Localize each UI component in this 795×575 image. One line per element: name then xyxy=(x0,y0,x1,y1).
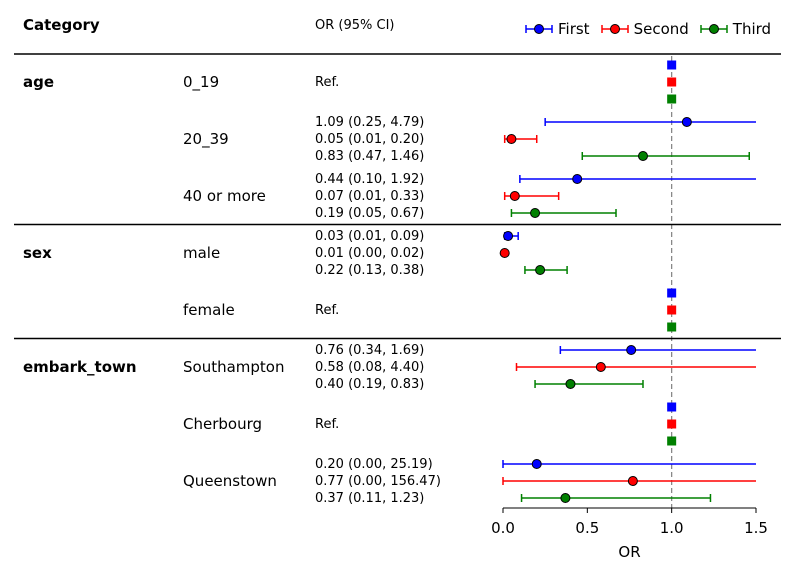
level-label: male xyxy=(183,244,221,262)
category-label: age xyxy=(23,73,55,91)
x-tick-label: 0.5 xyxy=(575,519,600,537)
x-tick-label: 1.5 xyxy=(744,519,768,537)
ref-marker xyxy=(667,288,677,298)
ref-marker xyxy=(667,419,677,429)
or-ci-header: OR (95% CI) xyxy=(315,18,395,33)
ref-marker xyxy=(667,436,677,446)
x-axis-label: OR xyxy=(618,543,641,561)
ref-label: Ref. xyxy=(315,417,340,432)
ci-text: 0.20 (0.00, 25.19) xyxy=(315,457,433,472)
legend-label-first: First xyxy=(558,20,590,38)
ci-text: 0.40 (0.19, 0.83) xyxy=(315,377,425,392)
legend-label-second: Second xyxy=(633,20,689,38)
ref-marker xyxy=(667,77,677,87)
legend: First Second Third xyxy=(524,20,771,38)
ref-marker xyxy=(667,60,677,70)
or-point xyxy=(565,379,576,389)
ref-marker xyxy=(667,305,677,315)
ci-text: 1.09 (0.25, 4.79) xyxy=(315,115,425,130)
ci-text: 0.07 (0.01, 0.33) xyxy=(315,189,425,204)
ci-text: 0.05 (0.01, 0.20) xyxy=(315,132,425,147)
ci-text: 0.22 (0.13, 0.38) xyxy=(315,263,425,278)
or-point xyxy=(560,493,571,503)
legend-marker-first xyxy=(525,24,553,34)
ref-label: Ref. xyxy=(315,303,340,318)
ci-text: 0.44 (0.10, 1.92) xyxy=(315,172,425,187)
or-point xyxy=(530,208,541,218)
level-label: Southampton xyxy=(183,358,285,376)
or-point xyxy=(531,459,542,469)
or-point xyxy=(509,191,520,201)
or-point xyxy=(681,117,692,127)
ref-marker xyxy=(667,402,677,412)
or-point xyxy=(637,151,648,161)
level-label: Queenstown xyxy=(183,472,277,490)
legend-item-second: Second xyxy=(600,20,689,38)
x-tick-label: 1.0 xyxy=(659,519,684,537)
ci-text: 0.58 (0.08, 4.40) xyxy=(315,360,425,375)
category-label: embark_town xyxy=(23,358,137,376)
ref-marker xyxy=(667,94,677,104)
ci-text: 0.76 (0.34, 1.69) xyxy=(315,343,425,358)
legend-item-third: Third xyxy=(699,20,771,38)
ci-text: 0.77 (0.00, 156.47) xyxy=(315,474,441,489)
or-point xyxy=(499,248,510,258)
or-point xyxy=(503,231,514,241)
or-point xyxy=(595,362,606,372)
legend-marker-third xyxy=(700,24,728,34)
ref-marker xyxy=(667,322,677,332)
level-label: 40 or more xyxy=(183,187,266,205)
or-point xyxy=(506,134,517,144)
level-label: 0_19 xyxy=(183,73,220,91)
or-point xyxy=(572,174,583,184)
level-label: 20_39 xyxy=(183,130,229,148)
level-label: female xyxy=(183,301,235,319)
ci-text: 0.19 (0.05, 0.67) xyxy=(315,206,425,221)
or-point xyxy=(627,476,638,486)
legend-label-third: Third xyxy=(732,20,772,38)
ci-text: 0.03 (0.01, 0.09) xyxy=(315,229,425,244)
ci-text: 0.37 (0.11, 1.23) xyxy=(315,491,425,506)
ref-label: Ref. xyxy=(315,75,340,90)
ci-text: 0.83 (0.47, 1.46) xyxy=(315,149,425,164)
legend-item-first: First xyxy=(524,20,590,38)
ci-text: 0.01 (0.00, 0.02) xyxy=(315,246,425,261)
or-point xyxy=(626,345,637,355)
category-label: sex xyxy=(23,244,52,262)
x-tick-label: 0.0 xyxy=(491,519,515,537)
or-point xyxy=(535,265,546,275)
legend-marker-second xyxy=(600,24,629,34)
level-label: Cherbourg xyxy=(183,415,263,433)
category-header: Category xyxy=(23,16,100,34)
